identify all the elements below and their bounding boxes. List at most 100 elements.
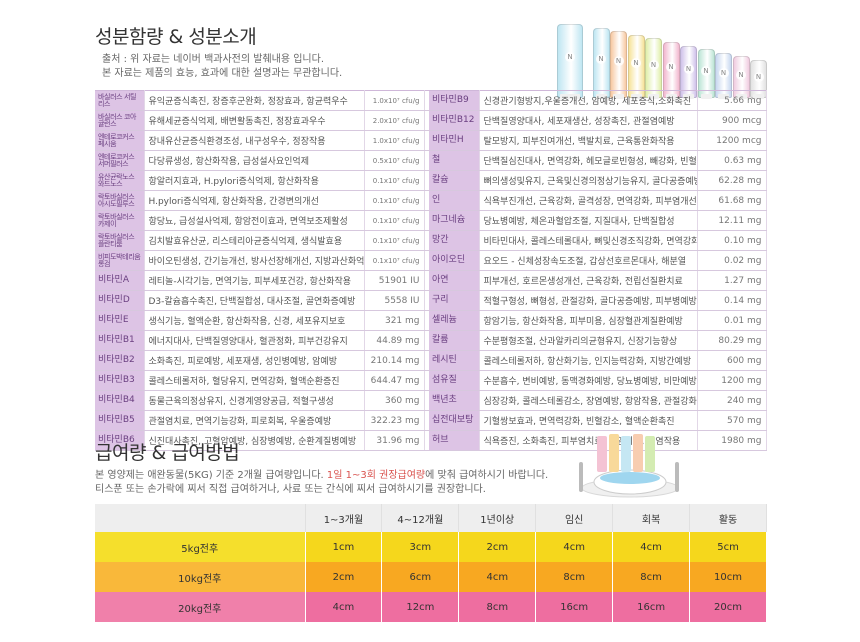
dosage-cell: 12cm	[381, 592, 460, 622]
dosage-cell: 4cm	[612, 532, 691, 562]
ingredient-amount: 360 mg	[364, 390, 425, 411]
ingredient-effect: 소화촉진, 피로예방, 세포재생, 성인병예방, 암예방	[144, 350, 365, 371]
tube-logo-icon: N	[565, 52, 575, 63]
dosage-cell: 3cm	[381, 532, 460, 562]
ingredient-amount: 12.11 mg	[697, 210, 767, 231]
ingredient-effect: 바이오틴생성, 간기능개선, 방사선장해개선, 지방과산화억제	[144, 250, 365, 271]
ingredient-effect: 다당류생성, 항산화작용, 급성설사요인억제	[144, 150, 365, 171]
dosage-cell: 4cm	[458, 562, 537, 592]
ingredient-row: 바실러스 서틸리스 유익균증식촉진, 장증후군완화, 정장효과, 항균력우수 1.0…	[95, 90, 767, 111]
source-note: 출처 : 위 자료는 네이버 백과사전의 발췌내용 입니다. 본 자료는 제품의…	[102, 53, 342, 81]
dosage-cell: 10cm	[689, 562, 767, 592]
dosage-cell: 2cm	[305, 562, 383, 592]
ingredient-amount: 31.96 mg	[364, 430, 425, 451]
ingredient-row: 락토바실러스 아시도필루스 H.pylori증식억제, 항산화작용, 간경변의개선…	[95, 190, 767, 211]
column-gap	[424, 230, 429, 251]
ingredient-name: 비타민B1	[95, 330, 145, 351]
ingredient-amount: 44.89 mg	[364, 330, 425, 351]
ingredient-effect: 기혈쌍보효과, 면역력강화, 빈혈감소, 혈액순환촉진	[479, 410, 698, 431]
ingredient-amount: 210.14 mg	[364, 350, 425, 371]
ingredient-effect: 식욕부진개선, 근육강화, 골격성장, 면역강화, 피부염개선	[479, 190, 698, 211]
ingredient-name: 칼슘	[429, 170, 480, 191]
ingredient-effect: 유익균증식촉진, 장증후군완화, 정장효과, 항균력우수	[144, 90, 365, 111]
dosage-note-text-a: 본 영양제는 애완동물(5KG) 기준 2개월 급여량입니다.	[95, 470, 327, 481]
dosage-header-cell: 임신	[535, 504, 614, 532]
ingredient-row: 비타민B4 동물근육의정상유지, 신경계영양공급, 적혈구생성 360 mg 백년초 심…	[95, 390, 767, 411]
section-title-dosage: 급여량 & 급여방법	[95, 442, 240, 464]
column-gap	[424, 330, 429, 351]
ingredient-name: 셀레늄	[429, 310, 480, 331]
ingredient-amount: 322.23 mg	[364, 410, 425, 431]
column-gap	[424, 430, 429, 451]
ingredient-amount: 2.0x10⁷ cfu/g	[364, 110, 425, 131]
ingredient-name: 칼륨	[429, 330, 480, 351]
column-gap	[424, 190, 429, 211]
ingredient-name: 비피도박테리움 롱검	[95, 250, 145, 271]
product-tube: N	[592, 27, 610, 99]
ingredient-effect: 단백질심진대사, 면역강화, 헤모글로빈형성, 빼강화, 빈혈예방	[479, 150, 698, 171]
ingredient-name: 바실러스 코아귤런스	[95, 110, 145, 131]
column-gap	[424, 130, 429, 151]
dosage-header-row: 1~3개월 4~12개월 1년이상 임신 회복 활동	[95, 504, 767, 532]
ingredient-row: 락토바실러스 카제이 항당뇨, 급성설사억제, 항암전이효과, 면역보조제활성 0.…	[95, 210, 767, 231]
ingredient-effect: 심장강화, 콜레스테롤감소, 장염예방, 항암작용, 관절강화	[479, 390, 698, 411]
dosage-cell: 16cm	[612, 592, 691, 622]
ingredient-amount: 1200 mcg	[697, 130, 767, 151]
ingredient-row: 비타민B1 에너지대사, 단백질영양대사, 혈관정화, 피부건강유지 44.89 m…	[95, 330, 767, 351]
ingredient-effect: 동물근육의정상유지, 신경계영양공급, 적혈구생성	[144, 390, 365, 411]
ingredient-name: 비타민B6	[95, 430, 145, 451]
ingredient-effect: 탈모방지, 피부진여개선, 백발치료, 근육통완화작용	[479, 130, 698, 151]
ingredient-row: 비타민D D3-칼슘흡수촉진, 단백질합성, 대사조절, 골연화증예방 5558 I…	[95, 290, 767, 311]
dosage-cell: 1cm	[305, 532, 383, 562]
ingredient-name: 락토바실러스 아시도필루스	[95, 190, 145, 211]
tube-logo-icon: N	[666, 62, 676, 73]
ingredient-effect: 콜레스테롤저하, 항산화기능, 인지능력강화, 지방간예방	[479, 350, 698, 371]
product-tube: N	[627, 34, 645, 99]
column-gap	[424, 170, 429, 191]
ingredient-table: 바실러스 서틸리스 유익균증식촉진, 장증후군완화, 정장효과, 항균력우수 1.0…	[95, 90, 767, 451]
ingredient-amount: 1200 mg	[697, 370, 767, 391]
ingredient-effect: 비타민대사, 콜레스테롤대사, 뼈및신경조직강화, 면역강화	[479, 230, 698, 251]
ingredient-effect: 레티놀-시각기능, 면역기능, 피부세포건강, 항산화작용	[144, 270, 365, 291]
dosage-header-cell: 회복	[612, 504, 691, 532]
ingredient-name: 인	[429, 190, 480, 211]
ingredient-amount: 0.1x10⁷ cfu/g	[364, 230, 425, 251]
ingredient-effect: 에너지대사, 단백질영양대사, 혈관정화, 피부건강유지	[144, 330, 365, 351]
ingredient-name: 허브	[429, 430, 480, 451]
ingredient-name: 아연	[429, 270, 480, 291]
tube-logo-icon: N	[736, 70, 746, 81]
ingredient-effect: 항알러지효과, H.pylori증식억제, 항산화작용	[144, 170, 365, 191]
ingredient-effect: 유해세균증식억제, 배변활동촉진, 정장효과우수	[144, 110, 365, 131]
dosage-row-label: 20kg전후	[95, 592, 306, 622]
ingredient-name: 백년초	[429, 390, 480, 411]
ingredient-amount: 5.66 mg	[697, 90, 767, 111]
ingredient-name: 엔테로코커스 서머필러스	[95, 150, 145, 171]
ingredient-name: 락토바실러스 카제이	[95, 210, 145, 231]
ingredient-row: 비타민B5 관절염치료, 면역기능강화, 피로회복, 우울증예방 322.23 mg…	[95, 410, 767, 431]
dosage-cell: 8cm	[612, 562, 691, 592]
feeding-bowl-icon	[579, 434, 679, 498]
ingredient-row: 바실러스 코아귤런스 유해세균증식억제, 배변활동촉진, 정장효과우수 2.0x10…	[95, 110, 767, 131]
column-gap	[424, 150, 429, 171]
ingredient-amount: 1.0x10⁷ cfu/g	[364, 130, 425, 151]
ingredient-effect: 요오드 - 신체성장속도조절, 갑상선호르몬대사, 해분열	[479, 250, 698, 271]
ingredient-effect: 수분평형조절, 산과알카리의균형유지, 신장기능향상	[479, 330, 698, 351]
ingredient-amount: 240 mg	[697, 390, 767, 411]
ingredient-amount: 0.10 mg	[697, 230, 767, 251]
tube-logo-icon: N	[631, 58, 641, 69]
dosage-note-line-2: 티스푼 또는 손가락에 찌서 직접 급여하거나, 사료 또는 간식에 찌서 급여…	[95, 484, 486, 495]
column-gap	[424, 270, 429, 291]
source-note-line-1: 출처 : 위 자료는 네이버 백과사전의 발췌내용 입니다.	[102, 54, 324, 65]
ingredient-name: 비타민E	[95, 310, 145, 331]
ingredient-amount: 0.1x10⁷ cfu/g	[364, 170, 425, 191]
ingredient-amount: 62.28 mg	[697, 170, 767, 191]
dosage-header-cell: 4~12개월	[381, 504, 460, 532]
ingredient-name: 십전대보탕	[429, 410, 480, 431]
ingredient-row: 유산균락노스 와드노스 항알러지효과, H.pylori증식억제, 항산화작용 0.…	[95, 170, 767, 191]
ingredient-name: 구리	[429, 290, 480, 311]
ingredient-row: 비타민B2 소화촉진, 피로예방, 세포재생, 성인병예방, 암예방 210.14 …	[95, 350, 767, 371]
ingredient-effect: 항당뇨, 급성설사억제, 항암전이효과, 면역보조제활성	[144, 210, 365, 231]
dosage-row-20kg: 20kg전후 4cm 12cm 8cm 16cm 16cm 20cm	[95, 592, 767, 622]
ingredient-row: 비피도박테리움 롱검 바이오틴생성, 간기능개선, 방사선장해개선, 지방과산화억…	[95, 250, 767, 271]
